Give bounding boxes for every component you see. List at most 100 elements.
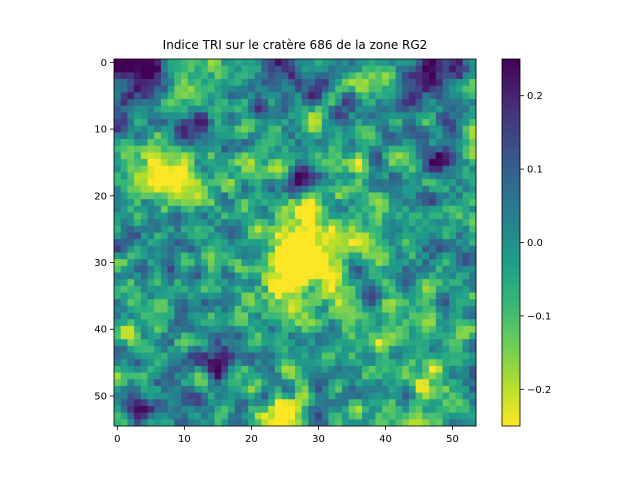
heatmap-cell: [234, 292, 242, 300]
heatmap-cell: [315, 59, 323, 67]
heatmap-cell: [388, 385, 396, 394]
heatmap-cell: [408, 85, 417, 93]
heatmap-cell: [154, 199, 162, 207]
heatmap-cell: [408, 139, 417, 147]
heatmap-cell: [248, 245, 256, 253]
heatmap-cell: [114, 92, 122, 100]
heatmap-cell: [295, 259, 303, 267]
heatmap-cell: [114, 365, 122, 374]
heatmap-cell: [281, 372, 289, 380]
heatmap-cell: [362, 299, 370, 307]
heatmap-cell: [127, 225, 135, 233]
heatmap-cell: [449, 85, 457, 93]
heatmap-cell: [120, 232, 128, 240]
heatmap-cell: [281, 59, 289, 67]
heatmap-cell: [254, 412, 262, 420]
heatmap-cell: [368, 172, 376, 180]
heatmap-cell: [362, 352, 370, 360]
heatmap-cell: [160, 312, 169, 320]
heatmap-cell: [422, 319, 430, 327]
heatmap-cell: [469, 259, 477, 267]
heatmap-cell: [341, 345, 350, 353]
heatmap-cell: [187, 172, 195, 180]
heatmap-cell: [268, 399, 276, 407]
heatmap-cell: [442, 112, 450, 120]
heatmap-cell: [181, 119, 189, 127]
heatmap-cell: [154, 132, 162, 140]
heatmap-cell: [261, 419, 269, 427]
heatmap-cell: [234, 259, 242, 267]
heatmap-cell: [147, 345, 155, 353]
heatmap-cell: [355, 65, 363, 73]
heatmap-cell: [147, 285, 155, 293]
heatmap-cell: [321, 99, 329, 107]
heatmap-cell: [395, 292, 403, 300]
heatmap-cell: [227, 132, 236, 140]
heatmap-cell: [449, 359, 457, 367]
heatmap-cell: [268, 359, 276, 367]
heatmap-cell: [301, 265, 309, 273]
heatmap-cell: [167, 225, 175, 233]
heatmap-cell: [315, 332, 323, 340]
heatmap-cell: [127, 185, 135, 193]
heatmap-cell: [449, 252, 457, 260]
heatmap-cell: [194, 305, 202, 313]
heatmap-cell: [248, 399, 256, 407]
heatmap-cell: [254, 292, 262, 300]
heatmap-cell: [281, 65, 289, 73]
heatmap-cell: [268, 179, 276, 187]
heatmap-cell: [348, 119, 356, 127]
heatmap-cell: [114, 405, 122, 414]
heatmap-cell: [160, 319, 169, 327]
heatmap-cell: [395, 92, 403, 100]
heatmap-cell: [422, 332, 430, 340]
heatmap-cell: [154, 339, 162, 347]
heatmap-cell: [214, 79, 222, 87]
heatmap-cell: [368, 159, 376, 167]
heatmap-cell: [114, 325, 122, 333]
heatmap-cell: [335, 99, 343, 107]
heatmap-cell: [422, 79, 430, 87]
heatmap-cell: [194, 239, 202, 247]
heatmap-cell: [355, 112, 363, 120]
heatmap-cell: [348, 325, 356, 333]
heatmap-cell: [288, 85, 296, 93]
heatmap-cell: [341, 185, 350, 193]
heatmap-cell: [241, 352, 249, 360]
heatmap-cell: [221, 119, 229, 127]
heatmap-cell: [274, 319, 282, 327]
heatmap-cell: [221, 172, 229, 180]
heatmap-cell: [114, 165, 122, 173]
heatmap-cell: [154, 285, 162, 293]
heatmap-cell: [114, 332, 122, 340]
heatmap-cell: [154, 145, 162, 153]
heatmap-cell: [455, 319, 463, 327]
heatmap-cell: [455, 245, 463, 253]
heatmap-cell: [455, 285, 463, 293]
heatmap-cell: [127, 345, 135, 353]
heatmap-cell: [248, 312, 256, 320]
heatmap-cell: [321, 72, 329, 80]
heatmap-cell: [462, 405, 470, 414]
heatmap-cell: [160, 412, 169, 420]
heatmap-cell: [355, 205, 363, 213]
heatmap-cell: [174, 159, 182, 167]
heatmap-cell: [194, 412, 202, 420]
heatmap-cell: [321, 179, 329, 187]
heatmap-cell: [469, 65, 477, 73]
heatmap-cell: [308, 392, 316, 400]
heatmap-cell: [348, 412, 356, 420]
heatmap-cell: [274, 85, 282, 93]
heatmap-cell: [127, 99, 135, 107]
heatmap-cell: [154, 159, 162, 167]
heatmap-cell: [194, 212, 202, 220]
heatmap-cell: [160, 112, 169, 120]
heatmap-cell: [167, 145, 175, 153]
heatmap-cell: [288, 59, 296, 67]
heatmap-cell: [382, 232, 390, 240]
heatmap-cell: [248, 252, 256, 260]
heatmap-cell: [174, 145, 182, 153]
heatmap-cell: [114, 139, 122, 147]
heatmap-cell: [469, 85, 477, 93]
